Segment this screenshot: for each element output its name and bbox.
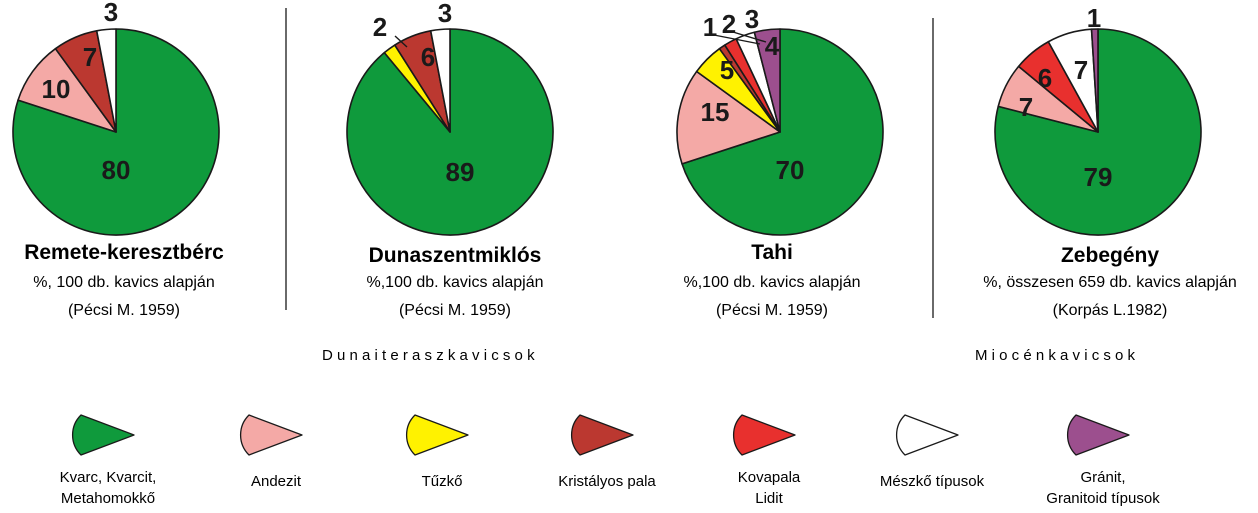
legend-label: Lidit (755, 490, 783, 507)
chart-source: (Pécsi M. 1959) (68, 302, 180, 319)
slice-value-label: 89 (446, 157, 475, 187)
legend-swatch (733, 414, 796, 456)
legend-swatch (896, 414, 959, 456)
slice-value-label: 80 (102, 155, 131, 185)
chart-source: (Pécsi M. 1959) (399, 302, 511, 319)
legend-label: Mészkő típusok (880, 473, 985, 490)
legend-label: Kristályos pala (558, 473, 656, 490)
slice-value-label: 1 (1087, 3, 1101, 33)
pie-chart-3: 70 15 51 2 34 Tahi %,100 db. kavics alapján (Pé… (676, 4, 884, 319)
pie-chart-1: 80 10 73 Remete-keresztbérc %, 100 db. kavic… (12, 0, 224, 319)
slice-value-label: 70 (776, 155, 805, 185)
legend-label: Gránit, (1080, 469, 1125, 486)
pie-slice-kvarc (994, 28, 1202, 236)
legend-label: Andezit (251, 473, 302, 490)
chart-source: (Pécsi M. 1959) (716, 302, 828, 319)
pie-slice-kvarc (681, 28, 884, 236)
slice-value-label: 15 (701, 97, 730, 127)
group-caption-terasz: D u n a i t e r a s z k a v i c s o k (322, 347, 535, 364)
slice-leader-line (394, 35, 408, 48)
slice-leader-line (713, 34, 761, 45)
slice-value-label: 7 (1074, 55, 1088, 85)
chart-subtitle: %, összesen 659 db. kavics alapján (983, 274, 1236, 291)
slice-value-label: 5 (720, 55, 734, 85)
legend-swatch (406, 414, 469, 456)
chart-title: Zebegény (1061, 244, 1159, 267)
chart-subtitle: %,100 db. kavics alapján (684, 274, 861, 291)
chart-title: Remete-keresztbérc (24, 241, 224, 264)
legend-item-kovapala: Kovapala Lidit (733, 414, 801, 507)
legend-swatch (571, 414, 634, 456)
pie-chart-2: 89 2 63 Dunaszentmiklós %,100 db. kavics ala… (346, 0, 554, 319)
legend-item-kristalyos_pala: Kristályos pala (558, 414, 656, 490)
slice-value-label: 1 (703, 12, 717, 42)
pie-slice-andezit (676, 70, 781, 165)
slice-value-label: 3 (104, 0, 118, 27)
group-caption-miocen: M i o c é n k a v i c s o k (975, 347, 1136, 364)
pie-slice-granit (1090, 28, 1099, 133)
legend-swatch (240, 414, 303, 456)
slice-value-label: 2 (373, 12, 387, 42)
chart-source: (Korpás L.1982) (1053, 302, 1168, 319)
legend-swatch (1067, 414, 1130, 456)
legend-item-granit: Gránit, Granitoid típusok (1046, 414, 1160, 507)
pie-slice-meszko (429, 28, 451, 133)
legend-item-meszko: Mészkő típusok (880, 414, 985, 490)
legend-item-tuzko: Tűzkő (406, 414, 469, 490)
legend-item-andezit: Andezit (240, 414, 303, 490)
chart-subtitle: %,100 db. kavics alapján (367, 274, 544, 291)
pie-slice-meszko (95, 28, 117, 133)
slice-value-label: 2 (722, 9, 736, 39)
legend-label: Kovapala (738, 469, 801, 486)
slice-value-label: 7 (1019, 92, 1033, 122)
legend-label: Tűzkő (422, 473, 463, 490)
slice-value-label: 4 (765, 31, 780, 61)
legend-label: Granitoid típusok (1046, 490, 1160, 507)
slice-value-label: 3 (745, 4, 759, 34)
slice-value-label: 79 (1084, 162, 1113, 192)
legend-swatch (72, 414, 135, 456)
slice-leader-line (732, 31, 767, 43)
slice-value-label: 6 (1038, 63, 1052, 93)
legend-label: Kvarc, Kvarcit, (60, 469, 157, 486)
pie-slice-kvarc (12, 28, 220, 236)
legend-item-kvarc: Kvarc, Kvarcit, Metahomokkő (60, 414, 157, 507)
chart-title: Tahi (751, 241, 793, 264)
slice-value-label: 6 (421, 42, 435, 72)
slice-value-label: 3 (438, 0, 452, 28)
slice-value-label: 7 (83, 42, 97, 72)
slice-value-label: 10 (42, 74, 71, 104)
chart-subtitle: %, 100 db. kavics alapján (33, 274, 214, 291)
legend-label: Metahomokkő (61, 490, 155, 507)
pie-chart-4: 79 76 7 1 Zebegény %, összesen 659 db. kavics… (983, 3, 1236, 319)
chart-title: Dunaszentmiklós (369, 244, 542, 267)
pie-slice-granit (753, 28, 781, 133)
